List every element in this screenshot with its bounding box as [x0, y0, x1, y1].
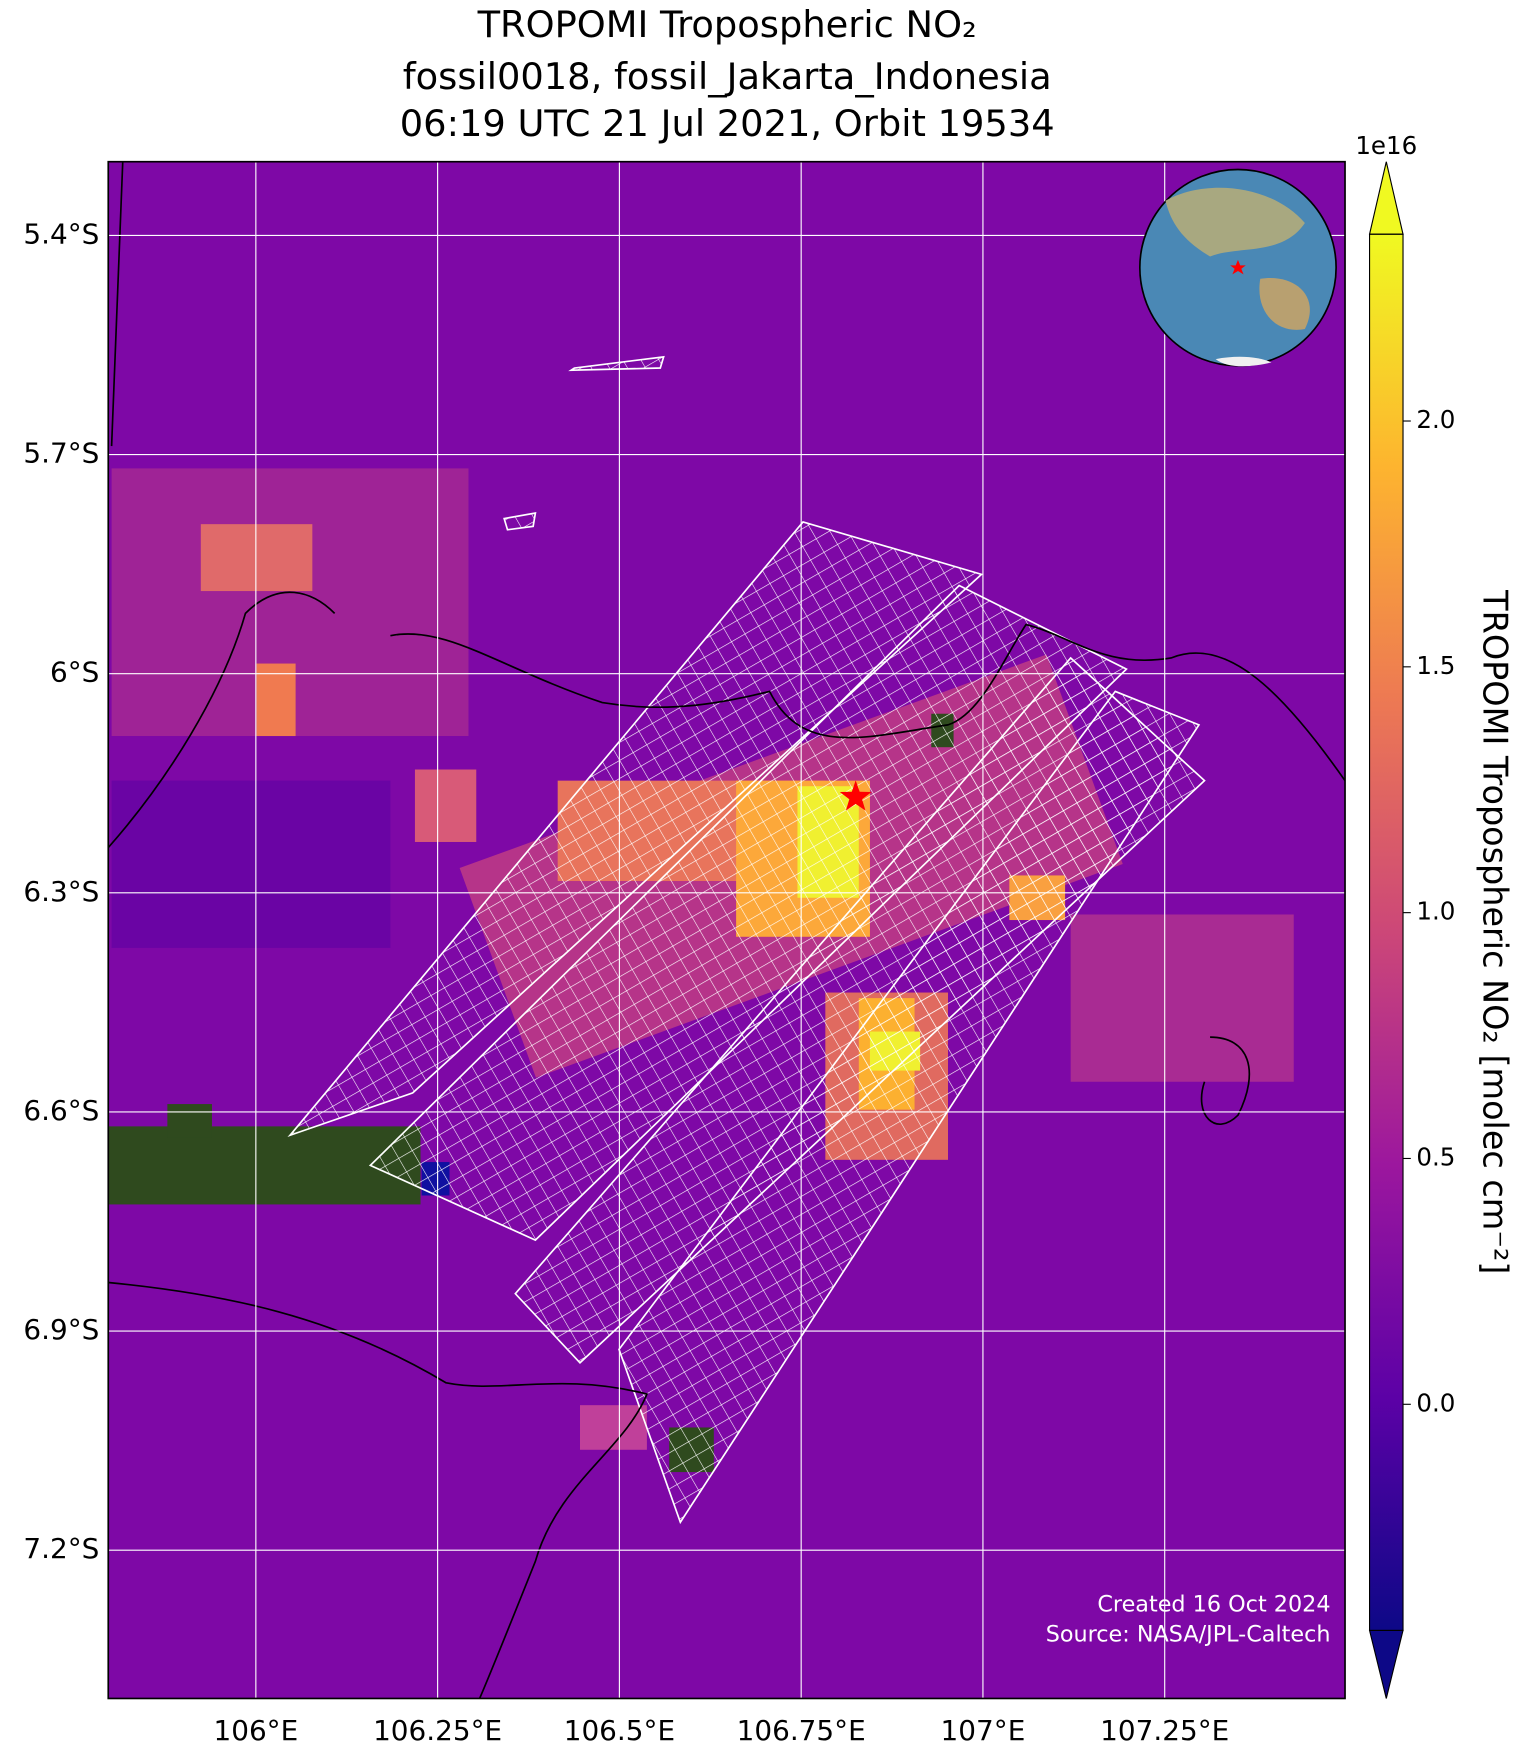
colorbar — [1369, 234, 1404, 1631]
title-line: 06:19 UTC 21 Jul 2021, Orbit 19534 — [400, 102, 1055, 145]
x-tick-label: 107.25°E — [1100, 1714, 1229, 1747]
y-tick-label: 7.2°S — [23, 1532, 99, 1565]
x-tick-label: 107°E — [941, 1714, 1026, 1747]
colorbar-tick-label: 0.5 — [1416, 1142, 1455, 1171]
y-tick-label: 5.7°S — [23, 437, 99, 470]
colorbar-extend-max — [1368, 161, 1404, 235]
inset-star — [1230, 259, 1246, 275]
colorbar-frame — [1369, 233, 1404, 1631]
credit: Created 16 Oct 2024 — [1097, 1591, 1330, 1617]
grid — [108, 161, 1346, 1699]
colorbar-extend-min — [1368, 1629, 1404, 1699]
target-star — [839, 780, 872, 811]
coastline — [108, 161, 1346, 1699]
rgb-patches — [108, 713, 954, 1473]
colorbar-label: TROPOMI Tropospheric NO₂ [molec cm⁻²] — [1475, 589, 1514, 1274]
y-tick-label: 6°S — [50, 656, 99, 689]
colorbar-tick-label: 1.5 — [1416, 651, 1455, 680]
title-line: TROPOMI Tropospheric NO₂ — [477, 3, 977, 46]
colorbar-offset: 1e16 — [1355, 131, 1417, 160]
colorbar-tick-label: 2.0 — [1416, 405, 1455, 434]
y-tick-label: 6.9°S — [23, 1313, 99, 1346]
x-tick-label: 106.5°E — [564, 1714, 675, 1747]
y-tick-label: 6.3°S — [23, 875, 99, 908]
x-tick-label: 106°E — [213, 1714, 298, 1747]
map-frame — [107, 160, 1346, 1700]
title-line: fossil0018, fossil_Jakarta_Indonesia — [403, 55, 1052, 98]
map-area — [108, 161, 1346, 1699]
x-tick-label: 106.25°E — [373, 1714, 502, 1747]
y-tick-label: 5.4°S — [23, 217, 99, 250]
y-tick-label: 6.6°S — [23, 1094, 99, 1127]
credit: Source: NASA/JPL-Caltech — [1046, 1622, 1331, 1648]
footprint-mesh — [287, 355, 1206, 1525]
colorbar-tick-label: 0.0 — [1416, 1388, 1455, 1417]
colorbar-tick-label: 1.0 — [1416, 897, 1455, 926]
x-tick-label: 106.75°E — [737, 1714, 866, 1747]
